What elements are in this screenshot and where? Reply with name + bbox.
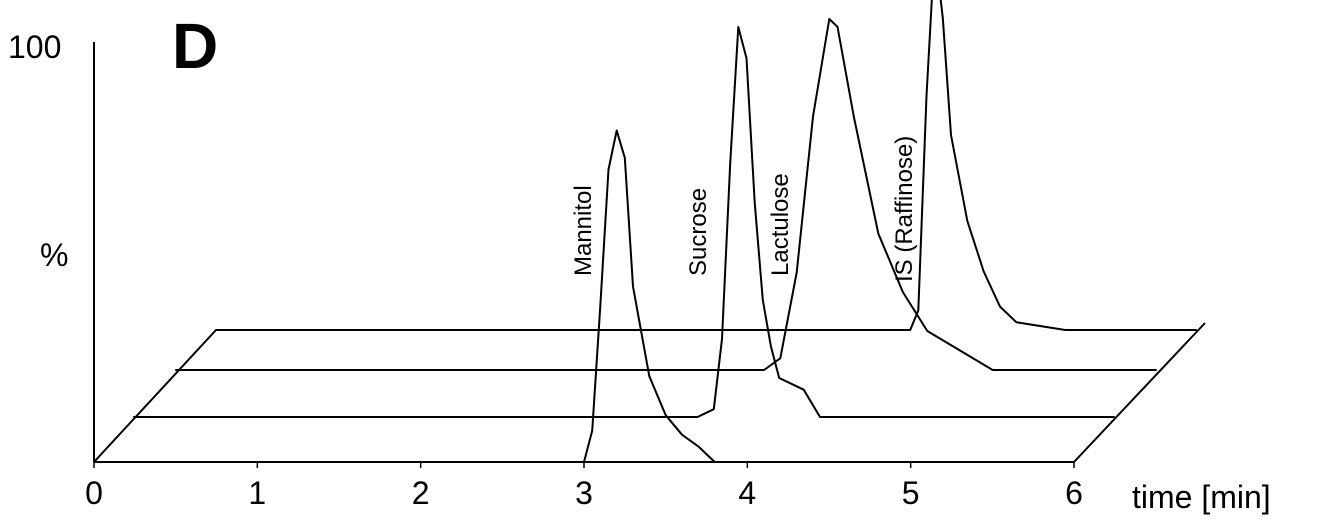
x-tick-label: 5 [902,475,920,511]
panel-letter: D [172,10,218,82]
x-tick-label: 2 [412,475,430,511]
y-top-label: 100 [8,29,61,65]
x-tick-label: 1 [248,475,266,511]
x-axis-label: time [min] [1132,479,1271,515]
peak-labels: IS (Raffinose) Lactulose Sucrose Mannitol [570,136,918,282]
depth-edge-left [93,329,217,463]
x-tick-label: 0 [85,475,103,511]
x-tick-label: 6 [1065,475,1083,511]
trace-line [215,0,1197,331]
peak-label: IS (Raffinose) [891,136,918,282]
peak-label: Lactulose [767,173,794,276]
peak-label: Sucrose [685,188,712,276]
depth-edge-right [1073,322,1206,463]
trace-line [175,18,1157,371]
x-tick-label: 3 [575,475,593,511]
peak-label: Mannitol [570,185,597,276]
y-axis-label: % [40,237,68,273]
x-ticks: 0 1 2 3 4 5 6 [85,462,1083,511]
traces [93,0,1197,463]
trace-line [133,26,1115,418]
trace-line [93,129,1075,463]
x-tick-label: 4 [738,475,756,511]
